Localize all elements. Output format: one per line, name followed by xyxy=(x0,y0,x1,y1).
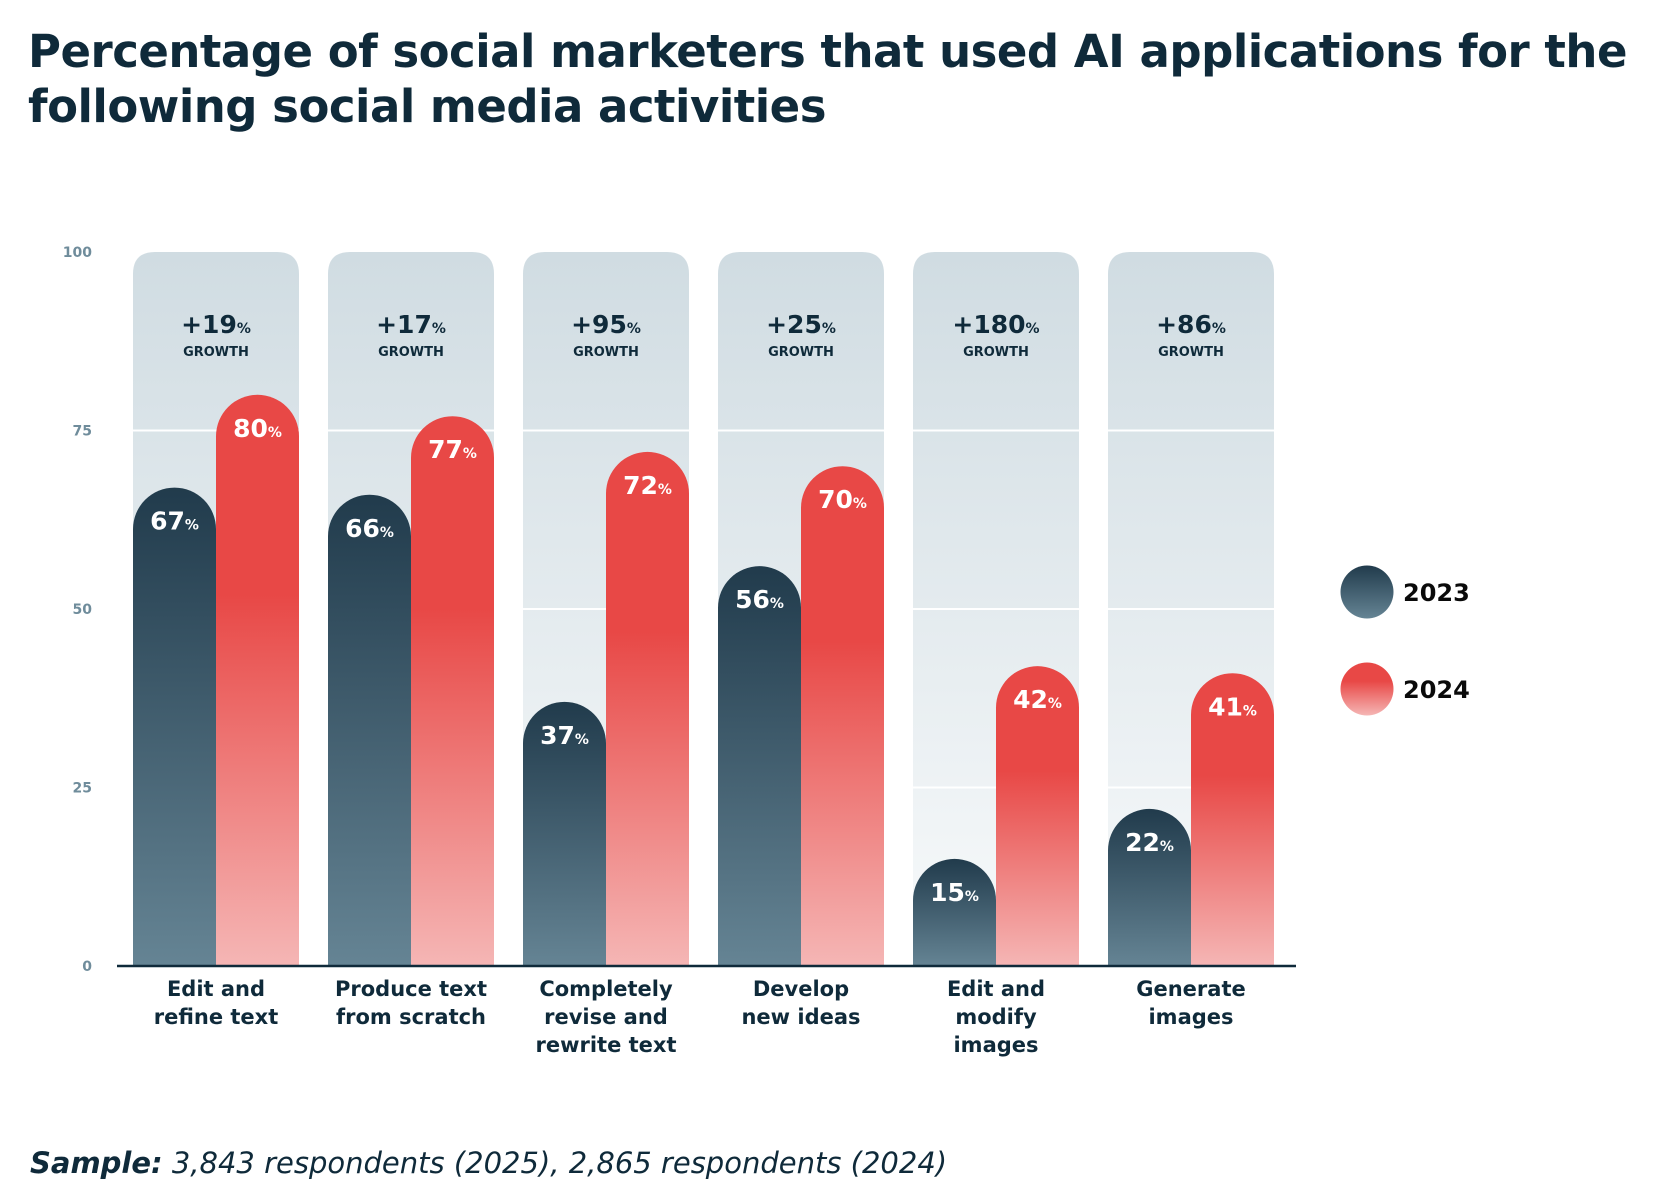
bar-percent-sign: % xyxy=(770,596,784,612)
gridlines xyxy=(133,429,1274,789)
growth-label: GROWTH xyxy=(573,345,639,360)
growth-value: +17% xyxy=(376,310,446,339)
category-label-line: rewrite text xyxy=(535,1033,676,1057)
bar-2024 xyxy=(411,416,494,966)
bar-percent-sign: % xyxy=(185,518,199,534)
category-label-line: images xyxy=(953,1033,1038,1057)
legend-swatch-2023 xyxy=(1340,565,1394,619)
y-axis: 0 25 50 75 100 xyxy=(63,245,92,975)
bar-2023 xyxy=(1108,808,1191,966)
category-label-line: new ideas xyxy=(741,1005,860,1029)
bars: 67%80%66%77%37%72%56%70%15%42%22%41% xyxy=(133,394,1274,967)
bar-percent-sign: % xyxy=(575,732,589,748)
y-tick-label: 50 xyxy=(73,602,93,618)
category-label-line: revise and xyxy=(544,1005,668,1029)
bar-2023 xyxy=(133,487,216,966)
category-label: Develop new ideas xyxy=(741,977,860,1029)
bar-percent-sign: % xyxy=(463,446,477,462)
bar-2024 xyxy=(801,466,884,966)
y-tick-label: 0 xyxy=(82,959,92,975)
category-label-line: Develop xyxy=(753,977,849,1001)
bar-2023 xyxy=(913,858,996,966)
bar-2024 xyxy=(216,394,299,967)
bar-2024 xyxy=(996,666,1079,966)
bar-percent-sign: % xyxy=(1048,696,1062,712)
sample-text: 3,843 respondents (2025), 2,865 responde… xyxy=(162,1146,948,1180)
bar-2023 xyxy=(523,701,606,966)
category-label-line: refine text xyxy=(154,1005,279,1029)
bar-2024 xyxy=(606,451,689,966)
category-label-line: Edit and xyxy=(947,977,1045,1001)
bar-percent-sign: % xyxy=(380,525,394,541)
bar-percent-sign: % xyxy=(1160,839,1174,855)
category-label-line: modify xyxy=(955,1005,1037,1029)
y-tick-label: 75 xyxy=(73,424,92,440)
growth-percent-sign: % xyxy=(237,321,251,337)
category-label: Produce text from scratch xyxy=(335,977,487,1029)
category-label-line: images xyxy=(1148,1005,1233,1029)
growth-percent-sign: % xyxy=(822,321,836,337)
growth-value: +25% xyxy=(766,310,836,339)
category-label-line: Generate xyxy=(1136,977,1245,1001)
growth-label: GROWTH xyxy=(963,345,1029,360)
growth-label: GROWTH xyxy=(378,345,444,360)
y-tick-label: 100 xyxy=(63,245,92,261)
growth-percent-sign: % xyxy=(1212,321,1226,337)
category-panels xyxy=(133,252,1274,966)
growth-value: +180% xyxy=(952,310,1039,339)
growth-percent-sign: % xyxy=(432,321,446,337)
bar-2023 xyxy=(328,494,411,966)
growth-label: GROWTH xyxy=(183,345,249,360)
sample-footnote: Sample: 3,843 respondents (2025), 2,865 … xyxy=(30,1146,947,1180)
legend-label-2023: 2023 xyxy=(1403,579,1470,607)
bar-percent-sign: % xyxy=(965,889,979,905)
bar-2024 xyxy=(1191,673,1274,966)
category-labels: Edit and refine text Produce text from scra… xyxy=(154,977,1246,1057)
chart-title: Percentage of social marketers that used… xyxy=(28,25,1627,133)
y-tick-label: 25 xyxy=(73,781,92,797)
category-label: Completely revise and rewrite text xyxy=(535,977,676,1057)
growth-label: GROWTH xyxy=(1158,345,1224,360)
bar-percent-sign: % xyxy=(853,496,867,512)
bar-2023 xyxy=(718,566,801,966)
legend: 2023 2024 xyxy=(1340,565,1470,716)
category-label-line: Edit and xyxy=(167,977,265,1001)
growth-percent-sign: % xyxy=(1026,321,1040,337)
growth-labels: +19%GROWTH+17%GROWTH+95%GROWTH+25%GROWTH… xyxy=(181,310,1226,360)
category-label-line: Produce text xyxy=(335,977,487,1001)
sample-label: Sample: xyxy=(30,1146,163,1180)
bar-percent-sign: % xyxy=(658,482,672,498)
legend-swatch-2024 xyxy=(1340,662,1394,716)
growth-label: GROWTH xyxy=(768,345,834,360)
category-label: Edit and modify images xyxy=(947,977,1045,1057)
category-label-line: Completely xyxy=(539,977,673,1001)
legend-label-2024: 2024 xyxy=(1403,676,1470,704)
category-label-line: from scratch xyxy=(336,1005,486,1029)
growth-value: +95% xyxy=(571,310,641,339)
category-label: Edit and refine text xyxy=(154,977,279,1029)
bar-percent-sign: % xyxy=(268,425,282,441)
category-label: Generate images xyxy=(1136,977,1245,1029)
growth-percent-sign: % xyxy=(627,321,641,337)
bar-percent-sign: % xyxy=(1243,703,1257,719)
